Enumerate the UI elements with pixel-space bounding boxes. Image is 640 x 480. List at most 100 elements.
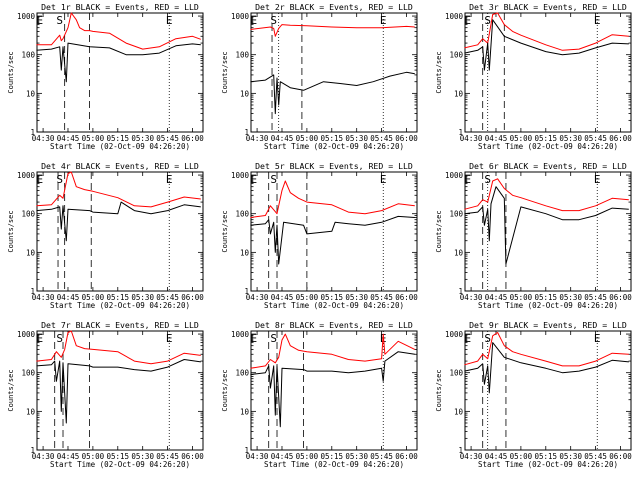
y-tick-label: 10 <box>26 248 36 257</box>
x-tick-label: 05:45 <box>370 293 393 302</box>
event-marker-label: E <box>166 173 173 186</box>
y-tick-label: 100 <box>21 369 35 378</box>
y-axis-label: Counts/sec <box>221 369 229 411</box>
x-tick-label: 04:45 <box>485 293 508 302</box>
x-tick-label: 05:15 <box>320 134 343 143</box>
x-tick-label: 05:00 <box>82 134 105 143</box>
y-tick-label: 100 <box>21 210 35 219</box>
x-tick-label: 05:00 <box>296 134 319 143</box>
y-tick-label: 10 <box>26 89 36 98</box>
panel-det-8: Det 8r BLACK = Events, RED = LLD 1 10 100 10… <box>221 320 418 469</box>
x-axis-label: Start Time (02-Oct-09 04:26:20) <box>264 301 404 310</box>
x-axis-label: Start Time (02-Oct-09 04:26:20) <box>478 301 618 310</box>
plot-title: Det 4r BLACK = Events, RED = LLD <box>41 161 199 171</box>
x-tick-label: 06:00 <box>609 452 632 461</box>
y-axis-label: Counts/sec <box>435 51 443 93</box>
x-axis-label: Start Time (02-Oct-09 04:26:20) <box>50 142 190 151</box>
y-tick-label: 10 <box>240 248 250 257</box>
events-series-line <box>250 351 415 428</box>
events-series-line <box>36 359 201 424</box>
x-tick-label: 05:45 <box>156 134 179 143</box>
x-tick-label: 05:15 <box>106 293 129 302</box>
x-tick-label: 05:00 <box>510 134 533 143</box>
panel-det-3: Det 3r BLACK = Events, RED = LLD 1 10 100 10… <box>435 2 632 151</box>
x-tick-label: 06:00 <box>181 452 204 461</box>
plot-title: Det 9r BLACK = Events, RED = LLD <box>469 320 627 330</box>
y-tick-label: 1000 <box>231 171 250 180</box>
x-tick-label: 04:45 <box>485 452 508 461</box>
x-tick-label: 04:45 <box>271 293 294 302</box>
plot-frame <box>36 12 204 133</box>
x-tick-label: 05:00 <box>296 452 319 461</box>
event-marker-label: E <box>36 14 43 27</box>
panel-det-5: Det 5r BLACK = Events, RED = LLD 1 10 100 10… <box>221 161 418 310</box>
x-tick-label: 05:30 <box>559 452 582 461</box>
event-marker-label: E <box>166 332 173 345</box>
plot-title: Det 2r BLACK = Events, RED = LLD <box>255 2 413 12</box>
x-tick-label: 04:45 <box>57 452 80 461</box>
y-tick-label: 100 <box>235 210 249 219</box>
x-tick-label: 05:15 <box>534 452 557 461</box>
event-marker-label: S <box>56 14 63 27</box>
events-series-line <box>464 186 629 265</box>
x-tick-label: 05:30 <box>345 134 368 143</box>
y-tick-label: 1 <box>458 446 463 455</box>
x-tick-label: 04:30 <box>460 134 483 143</box>
x-tick-label: 05:30 <box>131 293 154 302</box>
panel-det-7: Det 7r BLACK = Events, RED = LLD 1 10 100 10… <box>7 320 204 469</box>
event-marker-label: S <box>484 173 491 186</box>
event-marker-label: E <box>250 14 257 27</box>
x-tick-label: 04:45 <box>271 452 294 461</box>
y-tick-label: 1 <box>30 128 35 137</box>
lld-series-line <box>250 333 416 369</box>
y-axis-label: Counts/sec <box>435 210 443 252</box>
panel-det-9: Det 9r BLACK = Events, RED = LLD 1 10 100 10… <box>435 320 632 469</box>
x-tick-label: 04:30 <box>32 293 55 302</box>
events-series-line <box>464 19 629 71</box>
x-tick-label: 04:30 <box>460 293 483 302</box>
panel-det-2: Det 2r BLACK = Events, RED = LLD 1 10 100 10… <box>221 2 418 151</box>
x-tick-label: 04:30 <box>460 452 483 461</box>
x-tick-label: 05:45 <box>370 452 393 461</box>
x-tick-label: 06:00 <box>395 134 418 143</box>
y-tick-label: 10 <box>454 89 464 98</box>
event-marker-label: S <box>270 332 277 345</box>
lld-series-line <box>250 24 415 37</box>
plot-frame <box>250 171 418 292</box>
y-tick-label: 10 <box>26 407 36 416</box>
event-marker-label: S <box>56 173 63 186</box>
lld-series-line <box>36 330 201 365</box>
y-tick-label: 1000 <box>17 12 36 21</box>
x-tick-label: 04:30 <box>32 452 55 461</box>
lld-series-line <box>36 171 201 208</box>
lld-series-line <box>464 12 629 51</box>
x-axis-label: Start Time (02-Oct-09 04:26:20) <box>264 460 404 469</box>
y-tick-label: 10 <box>240 89 250 98</box>
x-tick-label: 04:45 <box>57 293 80 302</box>
plot-frame <box>464 12 632 133</box>
lld-series-line <box>36 12 201 50</box>
x-tick-label: 05:00 <box>510 452 533 461</box>
x-tick-label: 06:00 <box>395 293 418 302</box>
y-tick-label: 1000 <box>17 171 36 180</box>
plot-title: Det 1r BLACK = Events, RED = LLD <box>41 2 199 12</box>
plot-frame <box>36 330 204 451</box>
y-tick-label: 1 <box>458 287 463 296</box>
x-axis-label: Start Time (02-Oct-09 04:26:20) <box>50 460 190 469</box>
event-marker-label: E <box>464 14 471 27</box>
y-axis-label: Counts/sec <box>435 369 443 411</box>
plot-frame <box>36 171 204 292</box>
x-tick-label: 05:30 <box>131 452 154 461</box>
event-marker-label: E <box>594 332 601 345</box>
x-tick-label: 05:45 <box>156 452 179 461</box>
x-tick-label: 05:45 <box>584 452 607 461</box>
x-tick-label: 05:15 <box>106 134 129 143</box>
y-tick-label: 10 <box>454 248 464 257</box>
y-tick-label: 1000 <box>231 12 250 21</box>
event-marker-label: S <box>56 332 63 345</box>
x-tick-label: 05:15 <box>106 452 129 461</box>
event-marker-label: E <box>250 332 257 345</box>
event-marker-label: E <box>166 14 173 27</box>
x-axis-label: Start Time (02-Oct-09 04:26:20) <box>264 142 404 151</box>
